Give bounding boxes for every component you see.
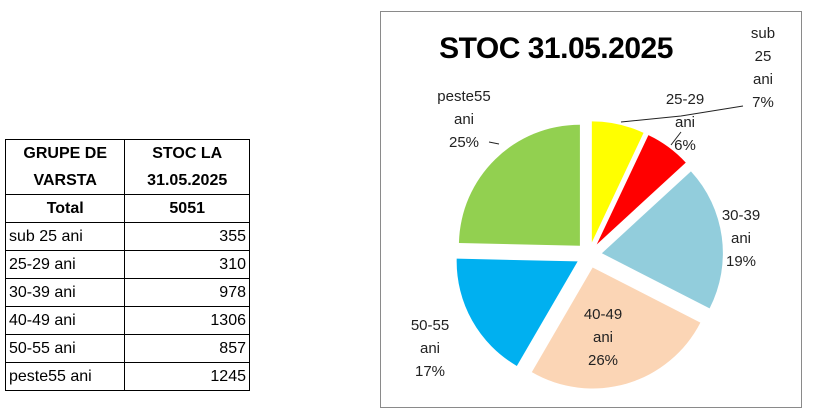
row-label: peste55 ani: [4, 362, 126, 391]
leader-line: [488, 141, 500, 145]
table-header-row: GRUPE DE VARSTA STOC LA 31.05.2025: [4, 139, 250, 195]
stock-table: GRUPE DE VARSTA STOC LA 31.05.2025 Total…: [4, 139, 250, 391]
total-label: Total: [4, 194, 126, 223]
table-row: 50-55 ani 857: [4, 334, 250, 363]
header-age-group-line2: VARSTA: [33, 172, 97, 189]
row-label: 50-55 ani: [4, 334, 126, 363]
table-row: 40-49 ani 1306: [4, 306, 250, 335]
header-age-group: GRUPE DE VARSTA: [4, 139, 126, 195]
pie-slice-sub-25-ani: [591, 121, 644, 243]
chart-title: STOC 31.05.2025: [439, 32, 673, 65]
pie-chart-frame: STOC 31.05.2025 sub 25 ani 7% 25-29 ani 6% 30-3…: [380, 11, 802, 408]
header-age-group-line1: GRUPE DE: [23, 145, 107, 162]
table-row: sub 25 ani 355: [4, 222, 250, 251]
row-value: 1306: [124, 306, 250, 335]
pie-label-40-49-ani: 40-49 ani 26%: [584, 306, 622, 369]
total-row: Total 5051: [4, 194, 250, 223]
pie-slice-40-49-ani: [531, 267, 701, 389]
leader-line: [620, 105, 744, 123]
row-value: 857: [124, 334, 250, 363]
row-label: 25-29 ani: [4, 250, 126, 279]
row-value: 978: [124, 278, 250, 307]
row-label: 40-49 ani: [4, 306, 126, 335]
pie-slice-50-55-ani: [456, 258, 578, 366]
table-row: 30-39 ani 978: [4, 278, 250, 307]
pie-slice-peste55-ani: [458, 124, 580, 246]
pie-label-peste55-ani: peste55 ani 25%: [437, 88, 490, 151]
row-value: 310: [124, 250, 250, 279]
pie-chart: sub 25 ani 7% 25-29 ani 6% 30-39 ani 19% 40-49 ani 2…: [411, 25, 775, 389]
table-row: peste55 ani 1245: [4, 362, 250, 391]
pie-slice-30-39-ani: [601, 171, 723, 309]
total-value: 5051: [124, 194, 250, 223]
pie-label-25-29-ani: 25-29 ani 6%: [666, 91, 704, 154]
row-value: 1245: [124, 362, 250, 391]
pie-label-sub-25-ani: sub 25 ani 7%: [751, 25, 775, 111]
header-stock-line1: STOC LA: [152, 145, 223, 162]
pie-label-50-55-ani: 50-55 ani 17%: [411, 317, 449, 380]
table-row: 25-29 ani 310: [4, 250, 250, 279]
row-label: 30-39 ani: [4, 278, 126, 307]
pie-slice-25-29-ani: [596, 135, 686, 245]
row-label: sub 25 ani: [4, 222, 126, 251]
leader-line: [670, 131, 682, 146]
header-stock: STOC LA 31.05.2025: [124, 139, 250, 195]
header-stock-line2: 31.05.2025: [147, 172, 228, 189]
row-value: 355: [124, 222, 250, 251]
pie-label-30-39-ani: 30-39 ani 19%: [722, 207, 760, 270]
